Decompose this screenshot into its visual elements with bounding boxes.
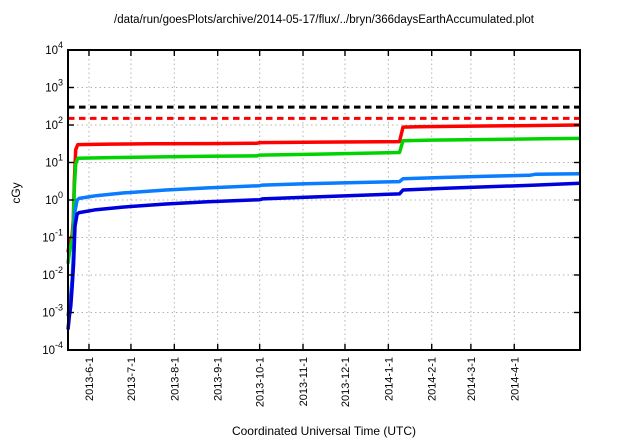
y-tick-labels: 104 103 102 101 100 10-1 10-2 10-3 10-4 [42, 40, 63, 357]
y-axis-title: cGy [9, 182, 23, 204]
y-tick-label: 10-4 [42, 340, 63, 357]
green-series [66, 136, 581, 264]
x-tick-label: 2013-6-1 [84, 357, 96, 401]
y-tick-label: 102 [45, 115, 63, 132]
y-tick-label: 101 [45, 153, 63, 170]
x-tick-label: 2013-10-1 [255, 357, 267, 407]
x-tick-labels: 2013-6-1 2013-7-1 2013-8-1 2013-9-1 2013-10-… [84, 357, 521, 407]
x-tick-label: 2013-7-1 [126, 357, 138, 401]
x-tick-label: 2013-9-1 [213, 357, 225, 401]
blue-series [66, 181, 581, 330]
threshold-lines [68, 105, 580, 120]
x-tick-label: 2014-4-1 [509, 357, 521, 401]
y-tick-label: 103 [45, 78, 63, 95]
y-tick-label: 10-1 [42, 228, 63, 245]
y-tick-label: 10-2 [42, 265, 63, 282]
x-tick-label: 2014-2-1 [427, 357, 439, 401]
red-series [66, 123, 581, 253]
x-tick-label: 2013-12-1 [340, 357, 352, 407]
x-tick-label: 2013-11-1 [298, 357, 310, 406]
chart-title: /data/run/goesPlots/archive/2014-05-17/f… [114, 14, 534, 26]
x-tick-label: 2014-1-1 [383, 357, 395, 401]
x-axis-title: Coordinated Universal Time (UTC) [231, 424, 417, 438]
data-series [66, 123, 581, 330]
y-tick-label: 104 [45, 40, 63, 57]
y-tick-label: 10-3 [42, 303, 63, 320]
plot-border [67, 49, 581, 351]
plot-border-rect [67, 49, 581, 351]
y-tick-label: 100 [45, 190, 63, 207]
x-tick-label: 2014-3-1 [466, 357, 478, 401]
x-tick-label: 2013-8-1 [169, 357, 181, 401]
gridlines [68, 49, 580, 351]
